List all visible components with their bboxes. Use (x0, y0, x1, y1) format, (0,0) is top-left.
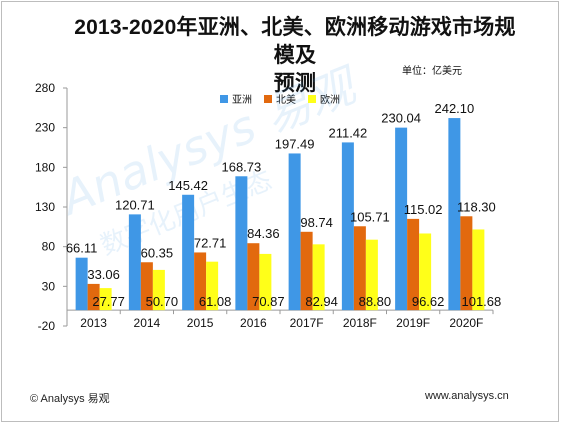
x-tick-label: 2015 (187, 316, 214, 330)
data-label-north-america: 33.06 (87, 267, 120, 282)
data-label-north-america: 72.71 (194, 235, 227, 250)
legend-item-north-america: 北美 (264, 91, 296, 106)
bar-asia (395, 127, 408, 311)
x-tick-label: 2018F (343, 316, 377, 330)
unit-label: 单位：亿美元 (402, 66, 462, 77)
x-tick-label: 2020F (449, 316, 483, 330)
legend-swatch-europe (308, 95, 316, 104)
y-tick-label: 130 (35, 200, 55, 214)
data-label-europe: 61.08 (199, 294, 232, 309)
data-label-europe: 96.62 (412, 294, 445, 309)
data-label-north-america: 98.74 (300, 215, 333, 230)
bar-asia (182, 194, 195, 311)
bar-asia (128, 214, 141, 311)
bar-europe (99, 288, 112, 311)
bar-north-america (300, 231, 313, 311)
data-label-asia: 120.71 (115, 197, 155, 212)
data-label-asia: 145.42 (168, 178, 208, 193)
x-tick-label: 2016 (240, 316, 267, 330)
y-tick-label: 80 (42, 240, 56, 254)
copyright-text: © Analysys 易观 (30, 393, 110, 405)
bar-europe (152, 269, 165, 311)
bar-north-america (407, 218, 420, 311)
x-tick-label: 2019F (396, 316, 430, 330)
data-label-north-america: 60.35 (141, 245, 174, 260)
bar-north-america (353, 226, 366, 311)
bar-asia (341, 142, 354, 311)
legend-swatch-asia (220, 95, 228, 104)
x-tick-label: 2013 (80, 316, 107, 330)
x-tick-label: 2014 (134, 316, 161, 330)
data-label-europe: 27.77 (92, 294, 125, 309)
bar-europe (472, 229, 485, 311)
data-labels: 66.11 120.71 145.42 168.73 197.49 211.42 230.0… (66, 101, 501, 309)
data-label-asia: 66.11 (66, 241, 98, 256)
bar-north-america (247, 243, 260, 311)
bar-europe (365, 239, 378, 311)
data-label-north-america: 84.36 (247, 226, 280, 241)
y-tick-label: 180 (35, 160, 55, 174)
watermark: Analysys 易观数字化用户生态 (51, 57, 367, 262)
legend-label-north-america: 北美 (276, 95, 296, 106)
y-tick-label: 230 (35, 121, 55, 135)
data-label-asia: 168.73 (221, 159, 261, 174)
data-label-europe: 70.87 (252, 294, 285, 309)
data-label-asia: 230.04 (381, 111, 421, 126)
y-tick-label: 30 (42, 279, 56, 293)
bar-north-america (460, 216, 473, 311)
bar-asia (288, 153, 301, 311)
data-label-north-america: 115.02 (404, 202, 443, 217)
legend-item-asia: 亚洲 (220, 91, 252, 106)
bar-asia (75, 257, 88, 311)
bar-north-america (194, 252, 207, 311)
legend-item-europe: 欧洲 (308, 91, 340, 106)
axes: -20 30 80 130 180 230 280 2013 2014 2015 2016 2017F… (35, 81, 494, 333)
bar-europe (419, 233, 432, 311)
chart-title-line-2: 预测 (273, 72, 317, 95)
chart-title: 2013-2020年亚洲、北美、欧洲移动游戏市场规模及 预测 (70, 14, 520, 98)
y-tick-label: 280 (35, 81, 55, 95)
data-label-north-america: 118.30 (457, 199, 496, 214)
bar-asia (235, 176, 248, 311)
legend-swatch-north-america (264, 95, 272, 104)
chart-title-line-1: 2013-2020年亚洲、北美、欧洲移动游戏市场规模及 (74, 16, 516, 67)
data-label-europe: 82.94 (305, 294, 338, 309)
data-label-europe: 101.68 (461, 294, 501, 309)
website-link[interactable]: www.analysys.cn (425, 390, 509, 402)
legend-label-asia: 亚洲 (232, 95, 252, 106)
legend-label-europe: 欧洲 (320, 95, 340, 106)
data-label-north-america: 105.71 (350, 209, 390, 224)
bar-europe (259, 253, 272, 311)
bar-europe (312, 244, 325, 311)
y-tick-label: -20 (38, 319, 56, 333)
data-label-asia: 242.10 (434, 101, 474, 116)
bar-europe (206, 261, 219, 311)
bar-asia (448, 118, 461, 311)
data-label-europe: 88.80 (359, 294, 392, 309)
data-label-asia: 197.49 (275, 136, 315, 151)
bars (75, 118, 485, 311)
bar-north-america (140, 262, 153, 311)
data-label-europe: 50.70 (146, 294, 179, 309)
bar-north-america (87, 283, 100, 311)
data-label-asia: 211.42 (328, 125, 367, 140)
x-tick-label: 2017F (290, 316, 324, 330)
